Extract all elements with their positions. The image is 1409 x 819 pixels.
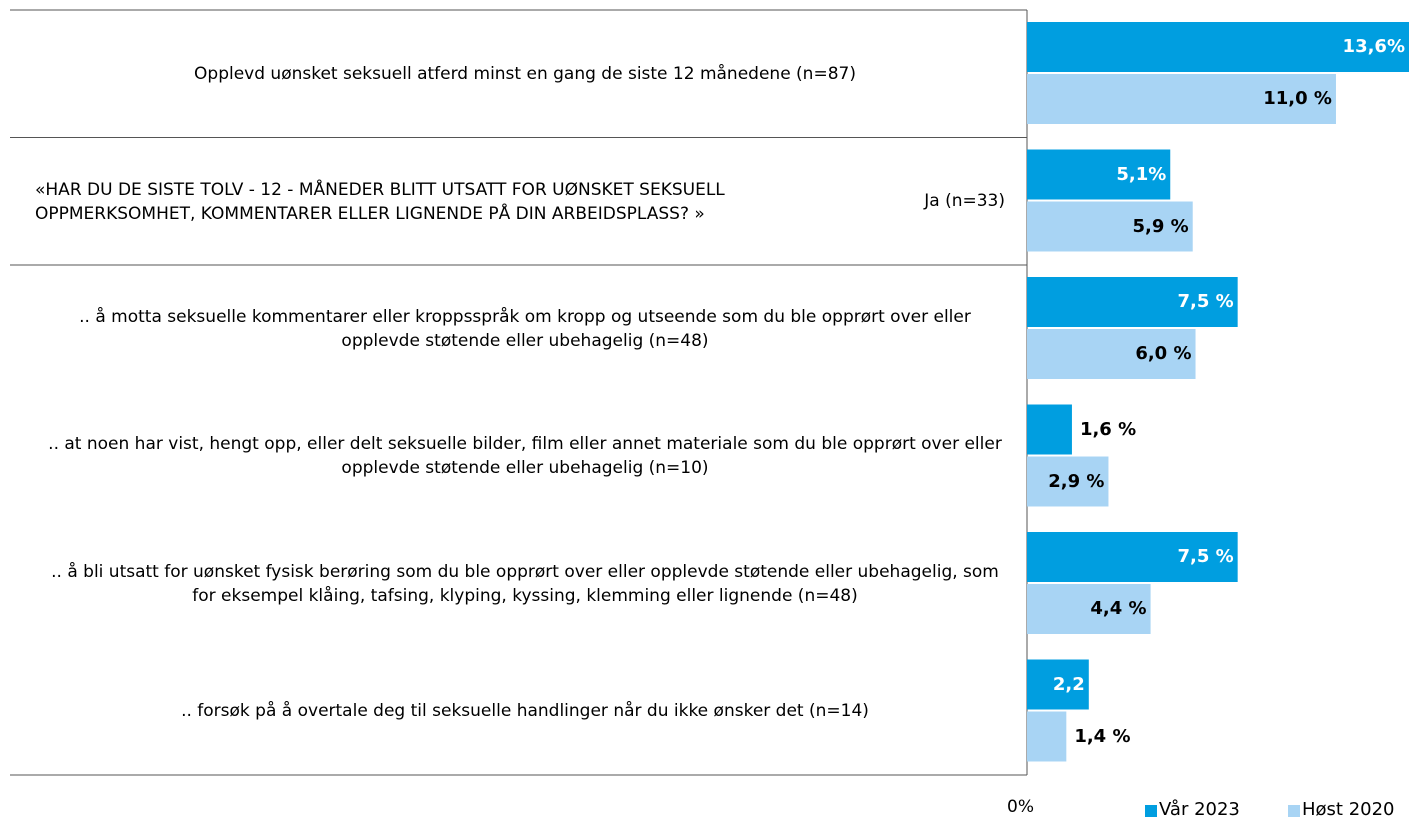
value-label: 7,5 % [1177, 291, 1234, 312]
bar [1027, 404, 1072, 455]
bar [1027, 149, 1171, 200]
category-label: .. å motta seksuelle kommentarer eller k… [79, 306, 971, 351]
bar [1027, 659, 1089, 710]
bar [1027, 74, 1336, 124]
value-label: 13,6% [1342, 36, 1405, 57]
legend-label: Vår 2023 [1159, 799, 1240, 819]
legend-swatch [1288, 805, 1300, 817]
legend-swatch [1145, 805, 1157, 817]
value-label: 7,5 % [1177, 546, 1234, 567]
category-label: .. forsøk på å overtale deg til seksuell… [181, 701, 869, 722]
value-label: 1,4 % [1074, 725, 1131, 747]
bar [1027, 22, 1409, 72]
bar [1027, 277, 1238, 327]
value-label: 5,9 % [1132, 215, 1189, 237]
value-label: 2,2 [1052, 673, 1085, 695]
value-label: 6,0 % [1135, 343, 1192, 364]
bar [1027, 201, 1193, 252]
bar [1027, 456, 1109, 507]
category-label: .. å bli utsatt for uønsket fysisk berør… [51, 561, 999, 606]
value-label: 1,6 % [1079, 418, 1137, 440]
value-label: 4,4 % [1090, 598, 1147, 619]
legend-label: Høst 2020 [1302, 799, 1395, 819]
bar [1027, 532, 1238, 582]
category-label: Ja (n=33) [924, 191, 1005, 212]
group-label: «HAR DU DE SISTE TOLV - 12 - MÅNEDER BLI… [35, 180, 725, 224]
bar [1027, 711, 1067, 762]
bar [1027, 329, 1196, 379]
value-label: 5,1% [1116, 163, 1167, 185]
value-label: 11,0 % [1263, 88, 1332, 109]
bar [1027, 584, 1151, 634]
value-label: 2,9 % [1048, 470, 1105, 492]
category-label: Opplevd uønsket seksuell atferd minst en… [194, 63, 856, 84]
x-tick-label: 0% [1007, 797, 1034, 817]
category-label: .. at noen har vist, hengt opp, eller de… [48, 434, 1002, 479]
